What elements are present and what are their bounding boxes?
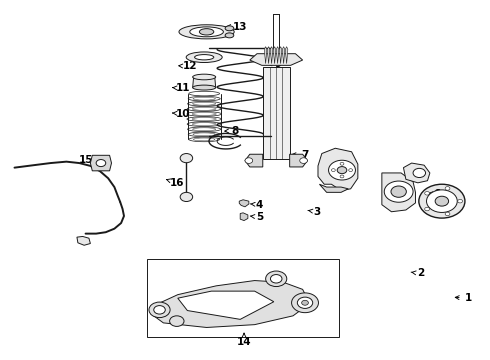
Ellipse shape <box>193 128 216 131</box>
Circle shape <box>149 302 170 318</box>
Ellipse shape <box>192 113 216 115</box>
Circle shape <box>419 184 465 218</box>
Text: 8: 8 <box>225 126 239 136</box>
Text: 6: 6 <box>428 189 441 199</box>
Ellipse shape <box>187 122 221 126</box>
Polygon shape <box>270 47 273 64</box>
Ellipse shape <box>188 96 220 101</box>
Circle shape <box>425 192 430 195</box>
Circle shape <box>180 192 193 202</box>
Circle shape <box>413 168 425 177</box>
Circle shape <box>154 306 165 314</box>
Ellipse shape <box>190 27 223 37</box>
Polygon shape <box>276 47 279 64</box>
Ellipse shape <box>186 52 222 63</box>
Ellipse shape <box>188 102 221 106</box>
Text: 4: 4 <box>250 200 263 210</box>
Bar <box>147 259 339 337</box>
Polygon shape <box>240 213 248 221</box>
Text: 12: 12 <box>179 62 197 71</box>
Ellipse shape <box>192 123 216 126</box>
Ellipse shape <box>225 26 234 31</box>
Polygon shape <box>264 47 267 64</box>
Circle shape <box>96 159 106 167</box>
Ellipse shape <box>199 29 214 35</box>
Circle shape <box>384 181 413 202</box>
Polygon shape <box>382 173 416 212</box>
Text: 16: 16 <box>167 178 184 188</box>
Circle shape <box>180 153 193 163</box>
Text: 13: 13 <box>227 22 247 32</box>
Polygon shape <box>90 155 112 171</box>
Ellipse shape <box>187 107 221 111</box>
Ellipse shape <box>192 118 216 121</box>
Circle shape <box>170 316 184 327</box>
Text: 1: 1 <box>455 293 472 303</box>
Text: 9: 9 <box>268 59 281 68</box>
Circle shape <box>425 207 430 211</box>
Polygon shape <box>290 154 307 167</box>
Ellipse shape <box>193 85 216 90</box>
Circle shape <box>266 271 287 287</box>
Ellipse shape <box>193 74 216 80</box>
Circle shape <box>245 158 253 163</box>
Polygon shape <box>245 154 263 167</box>
Polygon shape <box>263 67 290 159</box>
Ellipse shape <box>192 107 216 110</box>
Circle shape <box>435 196 449 206</box>
Ellipse shape <box>193 102 216 105</box>
Polygon shape <box>279 47 282 64</box>
Circle shape <box>391 186 406 197</box>
Polygon shape <box>282 47 285 64</box>
Text: 3: 3 <box>308 207 320 217</box>
Ellipse shape <box>188 127 221 131</box>
Polygon shape <box>193 77 216 87</box>
Circle shape <box>349 169 353 171</box>
Circle shape <box>340 162 344 165</box>
Text: 5: 5 <box>250 212 263 222</box>
Circle shape <box>445 212 450 216</box>
Ellipse shape <box>187 112 221 116</box>
Circle shape <box>297 297 313 309</box>
Circle shape <box>270 275 282 283</box>
Ellipse shape <box>194 138 215 141</box>
Circle shape <box>329 160 355 180</box>
Circle shape <box>337 167 347 174</box>
Text: 15: 15 <box>78 154 97 165</box>
Polygon shape <box>250 54 303 66</box>
Circle shape <box>292 293 319 312</box>
Polygon shape <box>77 237 90 245</box>
Polygon shape <box>267 47 270 64</box>
Polygon shape <box>318 148 358 190</box>
Ellipse shape <box>225 33 234 38</box>
Circle shape <box>426 190 457 212</box>
Polygon shape <box>154 280 310 328</box>
Polygon shape <box>239 200 249 207</box>
Polygon shape <box>319 184 348 192</box>
Ellipse shape <box>195 55 214 60</box>
Text: 14: 14 <box>237 333 251 347</box>
Polygon shape <box>273 47 276 64</box>
Ellipse shape <box>193 133 216 136</box>
Text: 11: 11 <box>172 83 190 93</box>
Text: 10: 10 <box>172 109 190 119</box>
Circle shape <box>445 186 450 190</box>
Circle shape <box>340 175 344 178</box>
Ellipse shape <box>189 137 220 142</box>
Ellipse shape <box>193 97 216 100</box>
Circle shape <box>302 300 308 305</box>
Ellipse shape <box>189 91 220 96</box>
Text: 7: 7 <box>292 150 309 160</box>
Polygon shape <box>403 163 430 183</box>
Polygon shape <box>178 291 274 319</box>
Ellipse shape <box>188 132 220 137</box>
Ellipse shape <box>187 117 221 121</box>
Circle shape <box>300 158 307 163</box>
Circle shape <box>331 169 335 171</box>
Text: 2: 2 <box>411 269 424 279</box>
Circle shape <box>458 199 463 203</box>
Ellipse shape <box>179 25 234 39</box>
Polygon shape <box>285 47 288 64</box>
